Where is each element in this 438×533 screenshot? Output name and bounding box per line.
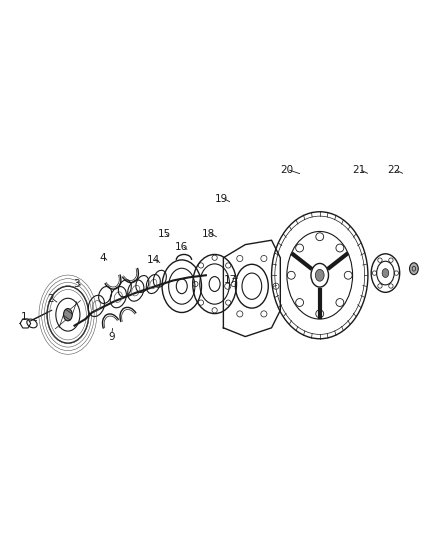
Text: 17: 17 (223, 274, 237, 285)
Text: 9: 9 (108, 332, 115, 342)
Ellipse shape (64, 309, 72, 321)
Text: 21: 21 (353, 165, 366, 175)
Ellipse shape (410, 263, 418, 274)
Text: 3: 3 (73, 279, 80, 289)
Text: 19: 19 (215, 193, 228, 204)
Text: 14: 14 (147, 255, 160, 265)
Text: 18: 18 (201, 229, 215, 239)
Text: 15: 15 (158, 229, 171, 239)
Text: 1: 1 (21, 312, 28, 322)
Text: 4: 4 (99, 253, 106, 263)
Ellipse shape (315, 269, 324, 281)
Ellipse shape (382, 269, 389, 278)
Text: 20: 20 (280, 165, 293, 175)
Text: 16: 16 (175, 242, 188, 252)
Text: 22: 22 (388, 165, 401, 175)
Text: 2: 2 (47, 294, 54, 304)
